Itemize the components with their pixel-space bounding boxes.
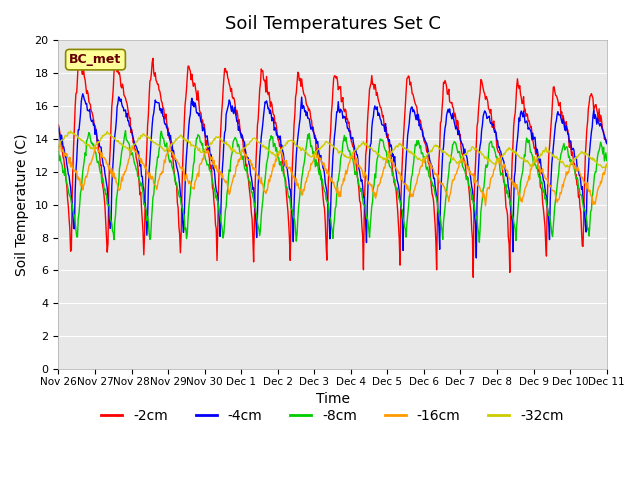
X-axis label: Time: Time <box>316 393 349 407</box>
-4cm <box>400 203 408 208</box>
-8cm <box>603 158 611 164</box>
-32cm <box>400 145 408 151</box>
-4cm <box>54 125 62 131</box>
-16cm <box>400 180 408 186</box>
-32cm <box>603 162 611 168</box>
Line: -32cm: -32cm <box>58 131 607 168</box>
-2cm <box>149 55 157 61</box>
-32cm <box>206 140 214 146</box>
-2cm <box>416 117 424 123</box>
-2cm <box>121 94 129 99</box>
-16cm <box>416 166 424 172</box>
-8cm <box>121 132 129 137</box>
-4cm <box>603 141 611 146</box>
Text: BC_met: BC_met <box>69 53 122 66</box>
-2cm <box>54 122 62 128</box>
-2cm <box>206 166 214 172</box>
-16cm <box>56 140 64 145</box>
Legend: -2cm, -4cm, -8cm, -16cm, -32cm: -2cm, -4cm, -8cm, -16cm, -32cm <box>96 403 570 428</box>
-8cm <box>206 168 214 174</box>
-8cm <box>476 240 483 245</box>
Title: Soil Temperatures Set C: Soil Temperatures Set C <box>225 15 440 33</box>
-4cm <box>65 171 72 177</box>
-32cm <box>416 156 424 162</box>
-8cm <box>400 219 408 225</box>
-16cm <box>54 147 62 153</box>
-16cm <box>177 166 185 171</box>
-4cm <box>472 255 480 261</box>
-16cm <box>122 169 129 175</box>
-32cm <box>122 144 129 150</box>
Line: -2cm: -2cm <box>58 58 607 277</box>
-4cm <box>122 107 129 113</box>
-4cm <box>79 91 86 96</box>
-4cm <box>177 197 185 203</box>
-32cm <box>54 142 62 148</box>
-2cm <box>400 128 408 133</box>
Line: -16cm: -16cm <box>58 143 607 205</box>
Y-axis label: Soil Temperature (C): Soil Temperature (C) <box>15 133 29 276</box>
-4cm <box>416 121 424 127</box>
-16cm <box>206 154 214 159</box>
-32cm <box>599 165 607 170</box>
Line: -4cm: -4cm <box>58 94 607 258</box>
-32cm <box>177 132 185 138</box>
-16cm <box>65 161 73 167</box>
-8cm <box>416 145 424 151</box>
-16cm <box>481 203 489 208</box>
-8cm <box>177 202 185 207</box>
-32cm <box>67 128 74 134</box>
-2cm <box>469 275 477 280</box>
Line: -8cm: -8cm <box>58 131 607 242</box>
-2cm <box>603 141 611 146</box>
-8cm <box>122 128 129 133</box>
-16cm <box>603 161 611 167</box>
-4cm <box>206 154 214 160</box>
-8cm <box>65 187 72 193</box>
-2cm <box>65 204 72 209</box>
-8cm <box>54 144 62 150</box>
-2cm <box>177 230 185 236</box>
-32cm <box>65 130 72 135</box>
